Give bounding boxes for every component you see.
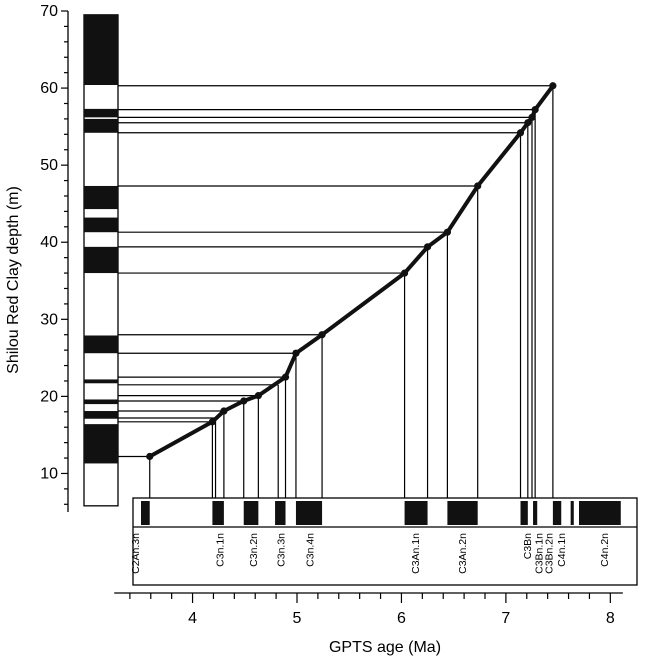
chron-label: C3Bn <box>522 533 534 559</box>
normal-polarity-block <box>84 424 118 464</box>
x-axis: 4 5 6 7 8 <box>114 592 623 627</box>
chron-label: C3Bn.2n <box>544 533 556 574</box>
chron-label: C3Bn.1n <box>533 533 545 574</box>
y-tick-label: 20 <box>40 388 58 405</box>
x-tick-label: 7 <box>501 610 510 627</box>
depth-polarity-column <box>83 14 119 507</box>
chron-label: C3n.3n <box>275 533 287 567</box>
y-axis-label: Shilou Red Clay depth (m) <box>5 186 22 374</box>
age-depth-curve <box>146 82 557 461</box>
normal-polarity-block <box>84 118 118 133</box>
normal-polarity-block <box>84 335 118 354</box>
chron-label: C2An.3n <box>130 533 142 574</box>
y-tick-label: 30 <box>40 311 58 328</box>
normal-polarity-block <box>84 14 118 85</box>
chron-label: C3n.1n <box>215 533 227 567</box>
gpts-normal-chron <box>212 501 224 525</box>
gpts-normal-chron <box>141 501 150 525</box>
tie-point <box>531 106 539 114</box>
tie-point <box>400 269 409 277</box>
tie-point <box>318 331 326 339</box>
y-tick-label: 70 <box>40 3 58 20</box>
tie-point <box>549 82 557 90</box>
gpts-normal-chron <box>275 501 286 525</box>
chron-label: C3An.2n <box>457 533 469 574</box>
normal-polarity-block <box>84 379 118 384</box>
gpts-normal-chron <box>243 501 259 525</box>
chron-label: C3An.1n <box>410 533 422 574</box>
tie-point <box>146 452 154 461</box>
x-axis-label: GPTS age (Ma) <box>329 639 441 656</box>
tie-point <box>443 228 451 236</box>
tie-point <box>423 243 432 251</box>
gpts-normal-chron <box>447 501 478 525</box>
gpts-normal-chron <box>552 501 562 525</box>
x-tick-label: 4 <box>188 610 197 627</box>
tie-point <box>292 349 300 357</box>
tie-point <box>528 113 536 121</box>
tie-point <box>474 182 482 190</box>
tie-point <box>254 392 262 400</box>
chron-label: C3n.2n <box>248 533 260 567</box>
gpts-polarity-bar <box>132 497 638 586</box>
normal-polarity-block <box>84 185 118 210</box>
gpts-normal-chron <box>533 501 538 525</box>
tie-point <box>240 397 248 405</box>
chron-label: C4n.2n <box>599 533 611 567</box>
normal-polarity-block <box>84 217 118 233</box>
gpts-normal-chron <box>570 501 574 525</box>
y-tick-label: 40 <box>40 234 58 251</box>
normal-polarity-block <box>84 246 118 274</box>
gpts-normal-chron <box>520 501 528 525</box>
tie-point <box>516 129 525 137</box>
gpts-normal-chron <box>295 501 323 525</box>
tie-point <box>220 407 228 415</box>
x-tick-label: 5 <box>293 610 302 627</box>
gpts-normal-chron <box>579 501 621 525</box>
normal-polarity-block <box>84 411 118 419</box>
y-axis: 10 20 30 40 50 60 70 <box>40 3 69 512</box>
tie-point <box>281 373 290 381</box>
normal-polarity-block <box>84 108 118 118</box>
chron-labels: C2An.3n C3n.1n C3n.2n C3n.3n C3n.4n C3An.1n C3… <box>130 533 611 574</box>
tie-point <box>524 119 532 127</box>
chron-label: C3n.4n <box>305 533 317 567</box>
x-tick-label: 6 <box>397 610 406 627</box>
tie-lines <box>118 85 554 498</box>
gpts-normal-chron <box>404 501 428 525</box>
y-tick-label: 10 <box>40 465 58 482</box>
x-tick-label: 8 <box>606 610 615 627</box>
y-tick-label: 50 <box>40 157 58 174</box>
normal-polarity-block <box>84 399 118 405</box>
tie-point <box>208 418 216 426</box>
chron-label: C4n.1n <box>556 533 568 567</box>
y-tick-label: 60 <box>40 80 58 97</box>
